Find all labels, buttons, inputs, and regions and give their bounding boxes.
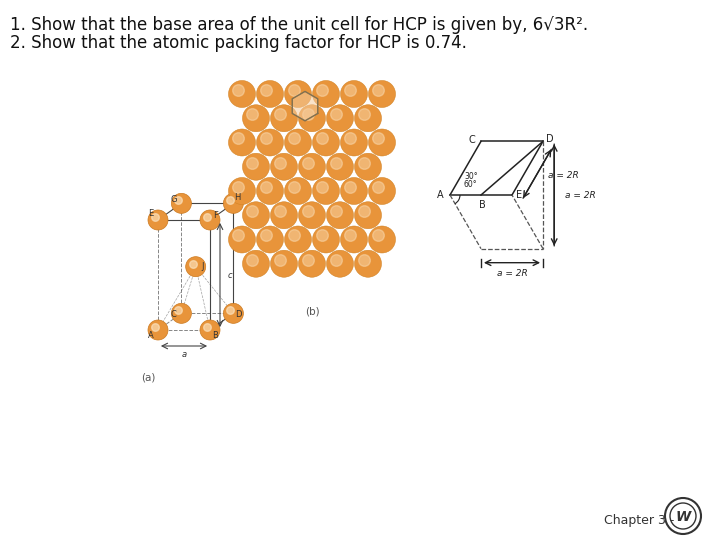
Text: F: F <box>214 212 218 220</box>
Text: D: D <box>546 134 554 144</box>
Circle shape <box>369 80 395 107</box>
Circle shape <box>256 129 284 156</box>
Text: D: D <box>235 310 242 319</box>
Circle shape <box>369 226 395 253</box>
Text: C: C <box>171 310 176 319</box>
Circle shape <box>148 320 168 340</box>
Text: 30°: 30° <box>464 172 477 181</box>
Circle shape <box>369 129 395 156</box>
Circle shape <box>171 303 192 323</box>
Circle shape <box>228 129 256 156</box>
Text: C: C <box>468 136 475 145</box>
Text: J: J <box>202 262 204 271</box>
Circle shape <box>186 256 206 276</box>
Circle shape <box>299 153 325 180</box>
Circle shape <box>284 80 312 107</box>
Circle shape <box>369 178 395 205</box>
Circle shape <box>284 129 312 156</box>
Text: A: A <box>437 190 444 200</box>
Circle shape <box>299 105 325 132</box>
Circle shape <box>228 80 256 107</box>
Text: E: E <box>148 210 153 219</box>
Circle shape <box>284 178 312 205</box>
Circle shape <box>271 250 297 277</box>
Circle shape <box>299 202 325 229</box>
Circle shape <box>299 250 325 277</box>
Text: B: B <box>479 200 485 210</box>
Text: a = 2R: a = 2R <box>565 191 595 199</box>
Circle shape <box>243 105 269 132</box>
Circle shape <box>341 178 367 205</box>
Circle shape <box>243 202 269 229</box>
Circle shape <box>271 202 297 229</box>
Text: (a): (a) <box>141 372 156 382</box>
Circle shape <box>312 226 340 253</box>
Text: B: B <box>212 330 218 340</box>
Circle shape <box>148 210 168 230</box>
Circle shape <box>326 250 354 277</box>
Circle shape <box>271 153 297 180</box>
Circle shape <box>326 153 354 180</box>
Circle shape <box>341 80 367 107</box>
Circle shape <box>312 80 340 107</box>
Circle shape <box>271 105 297 132</box>
Text: 2. Show that the atomic packing factor for HCP is 0.74.: 2. Show that the atomic packing factor f… <box>10 34 467 52</box>
Circle shape <box>284 226 312 253</box>
Circle shape <box>326 105 354 132</box>
Text: W: W <box>675 510 690 524</box>
Circle shape <box>243 250 269 277</box>
Circle shape <box>200 210 220 230</box>
Text: (b): (b) <box>305 307 319 317</box>
Text: A: A <box>148 332 154 341</box>
Circle shape <box>341 129 367 156</box>
Text: E: E <box>516 190 522 200</box>
Text: 1. Show that the base area of the unit cell for HCP is given by, 6√3R².: 1. Show that the base area of the unit c… <box>10 16 588 34</box>
Circle shape <box>171 193 192 213</box>
Circle shape <box>354 105 382 132</box>
Text: a = 2R: a = 2R <box>497 269 527 278</box>
Circle shape <box>228 178 256 205</box>
Text: c: c <box>228 271 233 280</box>
Circle shape <box>354 153 382 180</box>
Circle shape <box>326 202 354 229</box>
Circle shape <box>354 250 382 277</box>
Text: H: H <box>234 193 240 202</box>
Text: a = 2R: a = 2R <box>548 171 578 180</box>
Circle shape <box>256 80 284 107</box>
Circle shape <box>256 226 284 253</box>
Circle shape <box>228 226 256 253</box>
Circle shape <box>312 178 340 205</box>
Text: 60°: 60° <box>464 180 477 189</box>
Polygon shape <box>292 91 318 121</box>
Circle shape <box>223 303 243 323</box>
Circle shape <box>312 129 340 156</box>
Circle shape <box>341 226 367 253</box>
Circle shape <box>223 193 243 213</box>
Circle shape <box>200 320 220 340</box>
Text: Chapter 3 -: Chapter 3 - <box>604 514 675 527</box>
Circle shape <box>243 153 269 180</box>
Circle shape <box>256 178 284 205</box>
Text: a: a <box>181 350 186 359</box>
Circle shape <box>354 202 382 229</box>
Text: G: G <box>170 195 176 204</box>
